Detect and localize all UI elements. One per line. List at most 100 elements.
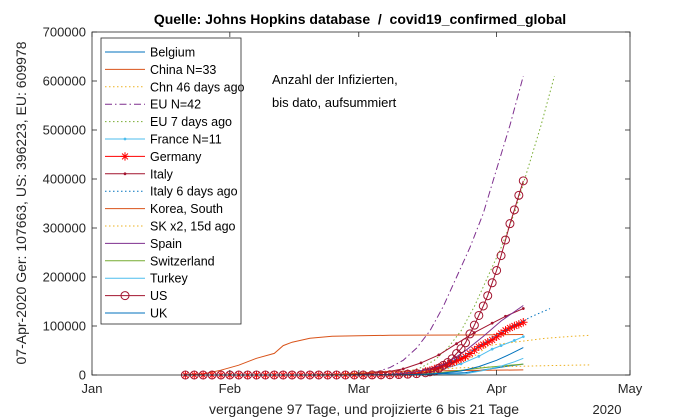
legend-entry: Korea, South (105, 202, 223, 216)
x-axis: Jan Feb Mar Apr May (82, 32, 643, 396)
data-point (459, 362, 463, 366)
data-point (509, 205, 519, 215)
data-point (425, 367, 435, 377)
legend-label: Chn 46 days ago (150, 80, 245, 94)
data-point (518, 176, 528, 186)
legend: Belgium China N=33 Chn 46 days ago EU N=42 E… (100, 37, 245, 325)
legend-entry: France N=11 (105, 133, 222, 147)
legend-label: Turkey (150, 272, 188, 286)
y-tick-label: 300000 (43, 221, 86, 236)
legend-label: Korea, South (150, 202, 223, 216)
legend-label: Italy 6 days ago (150, 185, 238, 199)
legend-label: SK x2, 15d ago (150, 220, 236, 234)
data-point (474, 310, 484, 320)
y-tick-label: 100000 (43, 319, 86, 334)
x-axis-year-label: 2020 (593, 402, 622, 417)
legend-entry: Chn 46 days ago (105, 80, 245, 94)
data-point (456, 344, 466, 354)
data-point (420, 368, 430, 378)
data-point (501, 326, 510, 335)
data-point (521, 335, 525, 339)
data-point (483, 291, 493, 301)
data-point (490, 347, 494, 351)
x-tick-label: Apr (486, 381, 507, 396)
legend-label: Italy (150, 167, 174, 181)
legend-marker (120, 291, 130, 301)
legend-entry: Germany (105, 150, 202, 164)
data-point (487, 278, 497, 288)
legend-entry: Turkey (105, 272, 188, 286)
data-point (447, 354, 457, 364)
y-axis-label: 07-Apr-2020 Ger: 107663, US: 396223, EU:… (13, 41, 29, 364)
legend-entry: Italy (105, 167, 174, 181)
series-china-n-33 (185, 334, 524, 376)
legend-label: Germany (150, 150, 202, 164)
data-point (460, 338, 470, 348)
y-tick-label: 600000 (43, 74, 86, 89)
data-point (401, 367, 405, 371)
legend-marker (123, 137, 127, 141)
data-point (519, 318, 528, 327)
data-point (501, 235, 511, 245)
data-point (438, 360, 448, 370)
legend-entry: Belgium (105, 46, 195, 60)
data-point (465, 349, 475, 358)
legend-label: US (150, 289, 167, 303)
data-point (492, 265, 502, 275)
data-point (412, 369, 422, 379)
legend-marker (123, 172, 127, 176)
series-line (216, 75, 555, 376)
data-point (434, 363, 444, 373)
y-tick-label: 200000 (43, 270, 86, 285)
legend-marker (120, 152, 130, 161)
data-point (512, 339, 516, 342)
legend-entry: EU 7 days ago (105, 115, 232, 129)
data-point (465, 329, 475, 339)
data-point (499, 344, 503, 348)
legend-entry: SK x2, 15d ago (105, 220, 236, 234)
data-point (492, 332, 501, 341)
legend-label: China N=33 (150, 63, 216, 77)
data-point (478, 301, 488, 311)
legend-entry: UK (105, 307, 168, 321)
annotation-line-1: Anzahl der Infizierten, (272, 72, 398, 87)
legend-entry: Switzerland (105, 254, 215, 268)
data-point (514, 190, 524, 200)
y-tick-label: 700000 (43, 25, 86, 40)
legend-entry: Spain (105, 237, 182, 251)
annotation-line-2: bis dato, aufsummiert (272, 95, 397, 110)
series-line (185, 334, 524, 376)
data-point (469, 320, 479, 330)
data-point (470, 345, 479, 355)
y-tick-label: 400000 (43, 172, 86, 187)
data-point (419, 361, 423, 365)
y-axis: 0 100000 200000 300000 400000 500000 600000 700… (43, 25, 630, 383)
data-point (455, 342, 458, 346)
plot-frame (91, 31, 631, 376)
data-point (461, 352, 470, 361)
data-point (496, 251, 506, 261)
legend-label: UK (150, 307, 168, 321)
data-point (521, 307, 525, 310)
y-tick-label: 500000 (43, 123, 86, 138)
legend-entry: China N=33 (105, 63, 216, 77)
legend-box (100, 37, 242, 325)
x-axis-label: vergangene 97 Tage, und projizierte 6 bi… (209, 401, 519, 417)
legend-label: Switzerland (150, 254, 215, 268)
data-point (490, 321, 494, 325)
legend-label: Spain (150, 237, 182, 251)
data-point (483, 338, 492, 347)
legend-entry: EU N=42 (105, 98, 201, 112)
series-eu-7-days-ago (216, 75, 555, 376)
data-point (477, 354, 481, 358)
data-point (505, 219, 515, 229)
legend-label: EU N=42 (150, 98, 201, 112)
x-tick-label: Feb (219, 381, 241, 396)
y-tick-label: 0 (79, 368, 86, 383)
legend-label: Belgium (150, 46, 195, 60)
x-tick-label: Mar (348, 381, 371, 396)
chart-title: Quelle: Johns Hopkins database / covid19… (154, 11, 566, 27)
x-tick-label: Jan (82, 381, 103, 396)
data-point (452, 349, 462, 359)
